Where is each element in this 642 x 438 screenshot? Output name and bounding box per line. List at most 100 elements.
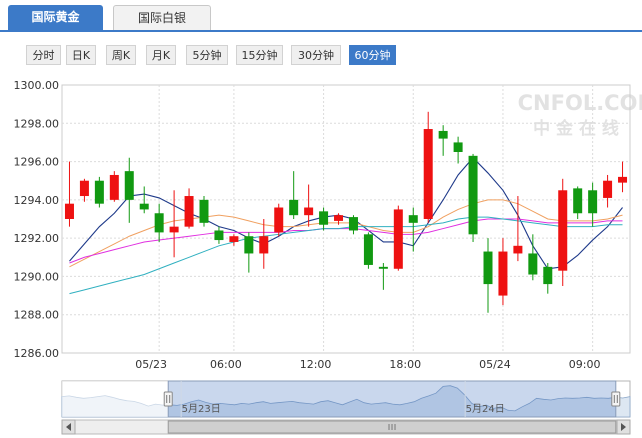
candle-down [214,226,224,244]
y-tick-label: 1292.00 [14,232,60,245]
arrow-right-icon [621,423,626,431]
y-tick-label: 1298.00 [14,117,60,130]
y-tick-label: 1294.00 [14,194,60,207]
moving-average-lines [69,156,623,295]
x-tick-label: 05/24 [479,358,511,371]
period-button-monthly[interactable]: 月K [146,45,176,65]
instrument-tabs: 国际黄金 国际白银 [0,0,642,32]
candle-body [124,171,134,200]
candle-body [483,251,493,285]
grip-icon [388,424,396,430]
navigator-date-label: 5月24日 [466,403,505,415]
candle-body [363,234,373,265]
candle-body [573,188,583,214]
candle-body [229,236,239,242]
candle-up [513,196,523,262]
candle-body [319,211,329,225]
navigator-handle-right[interactable] [611,391,621,407]
candle-up [109,171,119,202]
x-tick-label: 05/23 [135,358,167,371]
candle-down [573,186,583,219]
period-button-daily[interactable]: 日K [66,45,96,65]
candle-down [438,125,448,156]
candle-body [289,199,299,216]
candle-body [618,176,628,183]
x-tick-label: 09:00 [569,358,601,371]
candle-body [79,180,89,197]
candle-down [199,196,209,227]
candle-body [154,213,164,233]
candle-up [184,188,194,229]
candle-body [438,130,448,139]
candle-body [543,266,553,285]
candle-body [199,199,209,223]
period-button-weekly[interactable]: 周K [106,45,136,65]
candle-up [79,178,89,202]
navigator-scrollbar[interactable] [61,419,631,435]
x-tick-label: 06:00 [210,358,242,371]
candle-body [528,253,538,275]
candle-down [94,176,104,208]
candle-down [543,263,553,294]
candle-body [169,226,179,233]
candle-body [558,190,568,271]
period-button-minute[interactable]: 分时 [26,45,61,65]
navigator-date-label: 5月23日 [182,403,221,415]
period-button-30min[interactable]: 30分钟 [291,45,341,65]
navigator-selected-window[interactable] [167,380,617,418]
candle-up [304,184,314,227]
period-button-15min[interactable]: 15分钟 [236,45,283,65]
tab-international-silver[interactable]: 国际白银 [113,5,211,30]
candle-down [289,171,299,219]
candle-body [588,190,598,214]
candle-up [274,203,284,237]
candle-up [334,213,344,225]
candle-up [259,219,269,269]
navigator-handle-left[interactable] [163,391,173,407]
y-tick-label: 1296.00 [14,156,60,169]
candle-down [244,232,254,273]
moving-average-line-4 [69,216,623,295]
candle-body [259,236,269,254]
candle-body [348,217,358,231]
candle-down [468,153,478,242]
candle-up [169,190,179,258]
tab-international-gold[interactable]: 国际黄金 [8,5,103,30]
range-navigator[interactable]: 5月23日 5月24日 [0,374,642,438]
candle-body [184,196,194,227]
x-tick-label: 18:00 [389,358,421,371]
period-button-60min[interactable]: 60分钟 [349,45,396,65]
candle-body [393,209,403,269]
candle-down [528,234,538,281]
navigator-handles[interactable] [163,391,621,407]
y-tick-label: 1300.00 [14,79,60,92]
period-button-5min[interactable]: 5分钟 [186,45,228,65]
navigator-outside-mask [62,381,169,417]
candle-body [64,203,74,219]
candle-up [603,174,613,208]
candle-body [603,180,613,198]
y-axis: 1300.00 1298.00 1296.00 1294.00 1292.00 1290.… [14,79,60,360]
candle-down [588,182,598,227]
y-tick-label: 1288.00 [14,309,60,322]
candle-body [304,207,314,216]
candle-body [244,236,254,254]
candle-body [334,215,344,221]
candle-up [618,161,628,193]
candle-body [468,155,478,235]
candle-down [408,207,418,252]
candle-body [94,180,104,204]
candle-body [378,266,388,269]
y-tick-label: 1290.00 [14,270,60,283]
candle-up [498,238,508,306]
candle-down [378,263,388,290]
arrow-left-icon [66,423,71,431]
candle-body [274,207,284,233]
candle-down [154,203,164,242]
x-tick-label: 12:00 [300,358,332,371]
candle-up [423,111,433,223]
candle-down [483,238,493,313]
candle-up [558,178,568,286]
candle-body [408,215,418,223]
candle-down [453,136,463,164]
